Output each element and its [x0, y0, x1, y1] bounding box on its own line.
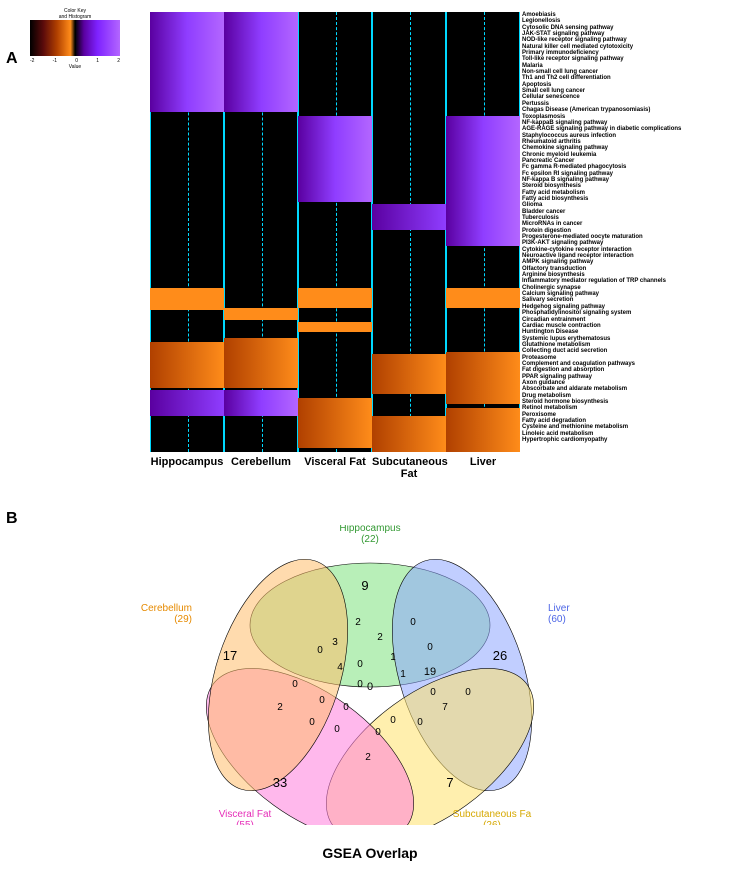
- venn-set-label: Cerebellum(29): [141, 603, 192, 625]
- heatmap-band: [150, 342, 224, 388]
- venn-count: 9: [361, 578, 368, 593]
- venn-count: 0: [317, 645, 323, 656]
- venn-count: 0: [292, 679, 298, 690]
- heatmap-band: [224, 390, 298, 416]
- heatmap-band: [150, 288, 224, 310]
- figure: A Color Key and Histogram -2 -1 0 1 2 Va…: [0, 0, 736, 872]
- panel-b-label: B: [6, 510, 18, 528]
- heatmap-column: [298, 12, 372, 452]
- pathway-labels: AmoebiasisLegionellosisCytosolic DNA sen…: [522, 12, 681, 443]
- venn-svg: 92673317023201401910020070000020000Hippo…: [130, 525, 610, 825]
- venn-count: 1: [400, 669, 406, 680]
- heatmap-band: [224, 12, 298, 112]
- heatmap-band: [298, 322, 372, 332]
- venn-count: 4: [337, 662, 343, 673]
- venn-count: 1: [390, 652, 396, 663]
- venn-count: 0: [357, 659, 363, 670]
- heatmap-band: [224, 308, 298, 320]
- venn-count: 0: [375, 727, 381, 738]
- venn-set-label: Hippocampus(22): [339, 525, 400, 545]
- venn-count: 7: [446, 775, 453, 790]
- color-key: Color Key and Histogram -2 -1 0 1 2 Valu…: [30, 8, 120, 70]
- heatmap-band: [224, 338, 298, 388]
- venn-count: 0: [367, 681, 373, 693]
- tick: 2: [117, 58, 120, 64]
- heatmap-band: [298, 288, 372, 308]
- venn-count: 0: [430, 687, 436, 698]
- venn-count: 0: [410, 617, 416, 628]
- heatmap-band: [446, 352, 520, 404]
- venn-diagram: 92673317023201401910020070000020000Hippo…: [130, 525, 610, 825]
- venn-set-label: Subcutaneous Fa(26): [453, 809, 532, 825]
- heatmap-band: [446, 408, 520, 452]
- venn-count: 19: [424, 666, 436, 678]
- venn-count: 0: [343, 702, 349, 713]
- venn-count: 7: [442, 702, 448, 713]
- heatmap-band: [298, 398, 372, 448]
- heatmap-band: [150, 12, 224, 112]
- tick: 1: [96, 58, 99, 64]
- heatmap-column-label: Subcutaneous Fat: [372, 456, 446, 480]
- heatmap-band: [298, 116, 372, 202]
- venn-count: 0: [309, 717, 315, 728]
- tick: -2: [30, 58, 34, 64]
- color-key-gradient: [30, 20, 120, 56]
- tick: -1: [53, 58, 57, 64]
- venn-title: GSEA Overlap: [130, 845, 610, 861]
- venn-count: 0: [465, 687, 471, 698]
- venn-count: 17: [223, 648, 237, 663]
- pathway-label: Hypertrophic cardiomyopathy: [522, 437, 681, 443]
- venn-count: 2: [277, 702, 283, 713]
- color-key-title: Color Key and Histogram: [30, 8, 120, 20]
- color-key-midline: [75, 20, 76, 56]
- venn-count: 2: [377, 632, 383, 643]
- heatmap-band: [446, 288, 520, 308]
- heatmap-band: [372, 416, 446, 452]
- pathway-label: Inflammatory mediator regulation of TRP …: [522, 278, 681, 284]
- heatmap-band: [372, 354, 446, 394]
- venn-count: 26: [493, 648, 507, 663]
- heatmap-column-label: Hippocampus: [150, 456, 224, 468]
- venn-count: 0: [427, 642, 433, 653]
- venn-count: 33: [273, 775, 287, 790]
- heatmap-band: [446, 116, 520, 246]
- heatmap-band: [372, 204, 446, 230]
- heatmap-column-label: Liver: [446, 456, 520, 468]
- heatmap-column-label: Cerebellum: [224, 456, 298, 468]
- venn-count: 0: [319, 695, 325, 706]
- heatmap-band: [150, 390, 224, 416]
- venn-count: 0: [357, 679, 363, 690]
- venn-count: 2: [365, 752, 371, 763]
- pathway-label: AGE-RAGE signaling pathway in diabetic c…: [522, 126, 681, 132]
- venn-count: 0: [417, 717, 423, 728]
- venn-count: 3: [332, 637, 338, 648]
- venn-count: 2: [355, 617, 361, 628]
- venn-set-label: Visceral Fat(55): [219, 809, 272, 825]
- venn-count: 0: [390, 715, 396, 726]
- heatmap-column-label: Visceral Fat: [298, 456, 372, 468]
- color-key-xlabel: Value: [30, 64, 120, 70]
- venn-count: 0: [334, 724, 340, 735]
- heatmap: [150, 12, 520, 452]
- venn-set-label: Liver(60): [548, 603, 570, 625]
- panel-a-label: A: [6, 50, 18, 68]
